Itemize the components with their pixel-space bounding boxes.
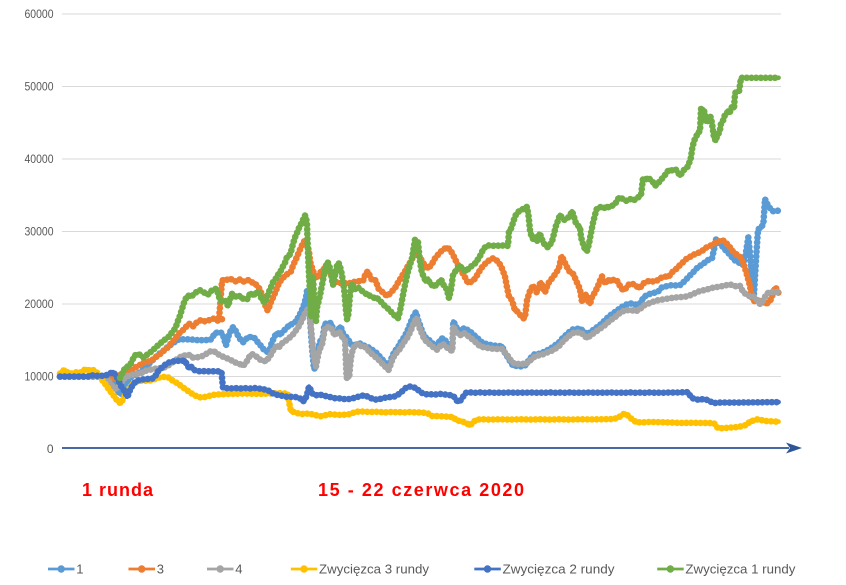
svg-text:10000: 10000 <box>25 370 54 384</box>
svg-text:40000: 40000 <box>25 152 54 166</box>
svg-text:1 runda: 1 runda <box>82 480 154 500</box>
svg-text:50000: 50000 <box>25 80 54 94</box>
svg-text:30000: 30000 <box>25 225 54 239</box>
svg-text:Zwycięzca 2 rundy: Zwycięzca 2 rundy <box>503 562 616 577</box>
svg-text:60000: 60000 <box>25 7 54 21</box>
svg-text:1: 1 <box>76 562 83 577</box>
svg-text:0: 0 <box>47 442 54 456</box>
svg-text:4: 4 <box>235 562 242 577</box>
svg-text:Zwycięzca 3 rundy: Zwycięzca 3 rundy <box>319 562 430 577</box>
svg-text:3: 3 <box>157 562 164 577</box>
svg-text:20000: 20000 <box>25 297 54 311</box>
svg-text:Zwycięzca 1 rundy: Zwycięzca 1 rundy <box>685 562 796 577</box>
svg-text:15 - 22 czerwca 2020: 15 - 22 czerwca 2020 <box>318 480 524 500</box>
